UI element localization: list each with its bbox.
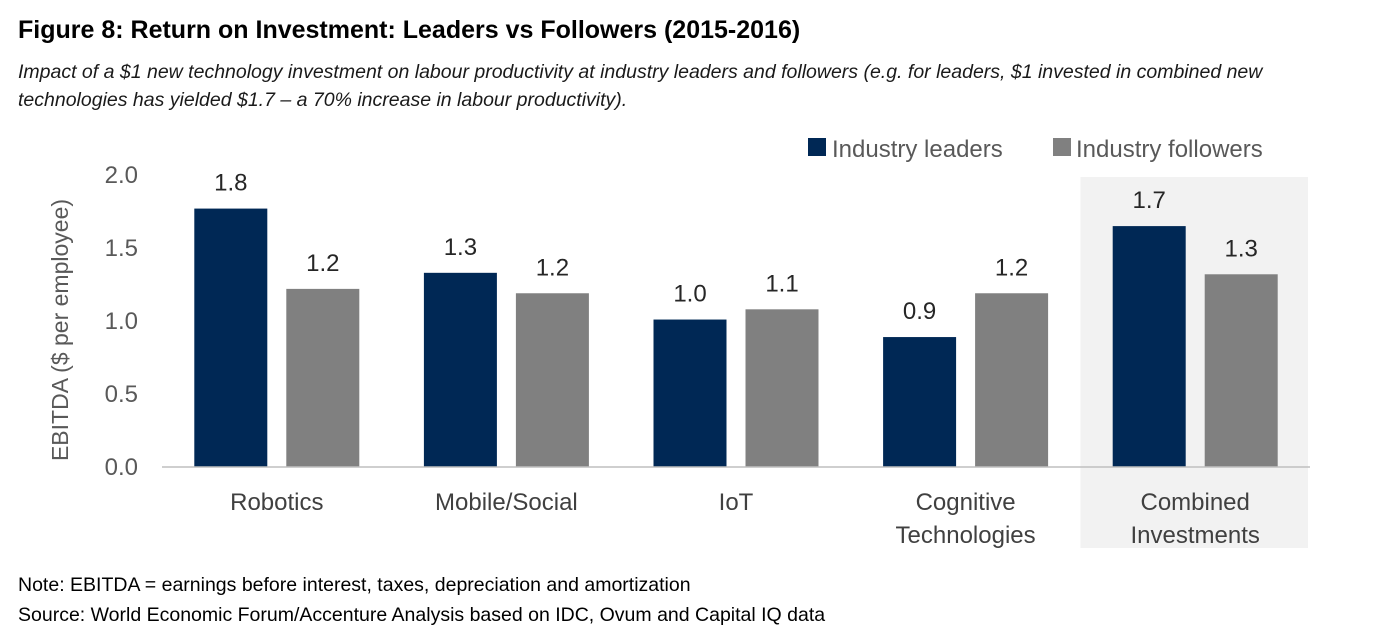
y-axis-label: EBITDA ($ per employee): [47, 199, 73, 461]
bar-followers-mobile-social: [515, 293, 589, 467]
data-label-leaders-robotics: 1.8: [214, 170, 247, 197]
source-text: Source: World Economic Forum/Accenture A…: [18, 604, 826, 626]
figure-title: Figure 8: Return on Investment: Leaders …: [18, 16, 801, 44]
legend-label-leaders: Industry leaders: [832, 136, 1003, 163]
y-tick-label: 0.5: [105, 381, 138, 408]
x-tick-label-cognitive-technologies-line-2: Technologies: [896, 522, 1036, 549]
data-label-followers-combined-investments: 1.3: [1225, 235, 1258, 262]
x-tick-label-mobile-social: Mobile/Social: [435, 489, 578, 516]
legend-swatch-followers: [1053, 138, 1071, 156]
data-label-leaders-mobile-social: 1.3: [444, 234, 477, 261]
bar-followers-iot: [745, 309, 819, 467]
legend-swatch-leaders: [808, 138, 826, 156]
bar-leaders-mobile-social: [423, 272, 497, 467]
y-tick-label: 2.0: [105, 162, 138, 189]
bar-followers-robotics: [286, 288, 360, 467]
x-tick-label-robotics: Robotics: [230, 489, 323, 516]
y-tick-label: 0.0: [105, 454, 138, 481]
footnotes: Note: EBITDA = earnings before interest,…: [18, 570, 825, 630]
data-label-followers-cognitive-technologies: 1.2: [995, 254, 1028, 281]
data-label-leaders-iot: 1.0: [673, 281, 706, 308]
x-tick-label-combined-investments-line-1: Combined: [1140, 489, 1249, 516]
bar-leaders-combined-investments: [1112, 226, 1186, 467]
data-label-followers-robotics: 1.2: [306, 250, 339, 277]
bar-followers-cognitive-technologies: [975, 293, 1049, 467]
bar-leaders-robotics: [194, 208, 268, 467]
y-tick-label: 1.0: [105, 308, 138, 335]
bar-followers-combined-investments: [1204, 274, 1278, 467]
note-text: Note: EBITDA = earnings before interest,…: [18, 574, 691, 596]
x-tick-label-iot: IoT: [719, 489, 754, 516]
figure-subtitle: Impact of a $1 new technology investment…: [18, 61, 1263, 111]
data-label-leaders-combined-investments: 1.7: [1133, 187, 1166, 214]
data-label-followers-mobile-social: 1.2: [536, 254, 569, 281]
x-tick-label-cognitive-technologies-line-1: Cognitive: [916, 489, 1016, 516]
x-tick-label-combined-investments-line-2: Investments: [1131, 522, 1260, 549]
bar-leaders-iot: [653, 319, 727, 467]
legend: Industry leaders Industry followers: [808, 136, 1263, 163]
data-label-leaders-cognitive-technologies: 0.9: [903, 298, 936, 325]
data-label-followers-iot: 1.1: [765, 270, 798, 297]
legend-label-followers: Industry followers: [1076, 136, 1263, 163]
bar-leaders-cognitive-technologies: [883, 337, 957, 467]
y-tick-label: 1.5: [105, 235, 138, 262]
